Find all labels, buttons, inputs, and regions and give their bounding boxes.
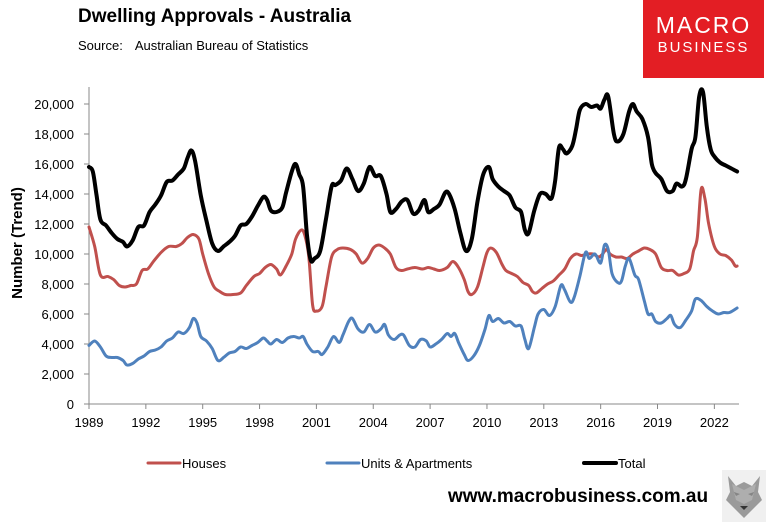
x-tick-label: 1995 [188, 415, 217, 430]
source-label: Source: [78, 38, 123, 53]
y-tick-label: 0 [67, 397, 74, 412]
source-value: Australian Bureau of Statistics [134, 38, 309, 53]
x-tick-label: 2001 [302, 415, 331, 430]
y-tick-label: 12,000 [34, 217, 74, 232]
y-tick-label: 20,000 [34, 97, 74, 112]
x-tick-label: 1992 [131, 415, 160, 430]
y-axis: 0 2,000 4,000 6,000 8,000 10,000 12,000 14,000 1… [34, 87, 90, 412]
x-axis: 1989 1992 1995 1998 2001 2004 2007 2010 2013 2016… [75, 403, 739, 430]
y-tick-label: 10,000 [34, 247, 74, 262]
y-tick-label: 2,000 [41, 367, 74, 382]
series-line-units-apartments [87, 242, 739, 367]
x-tick-label: 2007 [416, 415, 445, 430]
x-tick-label: 2016 [586, 415, 615, 430]
y-tick-label: 4,000 [41, 337, 74, 352]
logo-line-2: BUSINESS [657, 39, 750, 56]
legend-label-houses: Houses [182, 456, 227, 471]
y-tick-label: 8,000 [41, 277, 74, 292]
y-tick-label: 16,000 [34, 157, 74, 172]
chart-title: Dwelling Approvals - Australia [78, 6, 352, 27]
x-tick-label: 1989 [75, 415, 104, 430]
legend-label-units-apartments: Units & Apartments [361, 456, 473, 471]
y-tick-label: 6,000 [41, 307, 74, 322]
x-tick-label: 2019 [643, 415, 672, 430]
y-tick-label: 14,000 [34, 187, 74, 202]
legend: Houses Units & Apartments Total [146, 456, 646, 471]
website-url: www.macrobusiness.com.au [448, 486, 709, 507]
y-tick-label: 18,000 [34, 127, 74, 142]
wolf-logo-icon [722, 470, 766, 522]
x-tick-label: 2022 [700, 415, 729, 430]
series-line-total [87, 87, 740, 264]
y-axis-label: Number (Trend) [9, 187, 26, 299]
x-tick-label: 1998 [245, 415, 274, 430]
logo-line-1: MACRO [655, 12, 752, 38]
series-lines [87, 87, 740, 367]
x-tick-label: 2004 [359, 415, 388, 430]
legend-label-total: Total [618, 456, 646, 471]
macrobusiness-logo: MACRO BUSINESS [643, 0, 764, 78]
x-tick-label: 2010 [472, 415, 501, 430]
series-line-houses [87, 185, 739, 313]
x-tick-label: 2013 [529, 415, 558, 430]
source-line: Source: Australian Bureau of Statistics [78, 38, 308, 53]
